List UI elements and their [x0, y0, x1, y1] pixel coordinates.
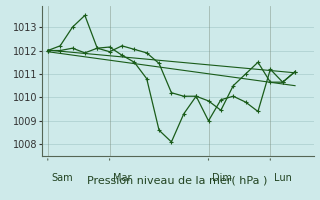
Text: Mar: Mar [113, 173, 132, 183]
Text: Sam: Sam [52, 173, 73, 183]
Text: Dim: Dim [212, 173, 232, 183]
Text: Lun: Lun [274, 173, 292, 183]
X-axis label: Pression niveau de la mer( hPa ): Pression niveau de la mer( hPa ) [87, 175, 268, 185]
